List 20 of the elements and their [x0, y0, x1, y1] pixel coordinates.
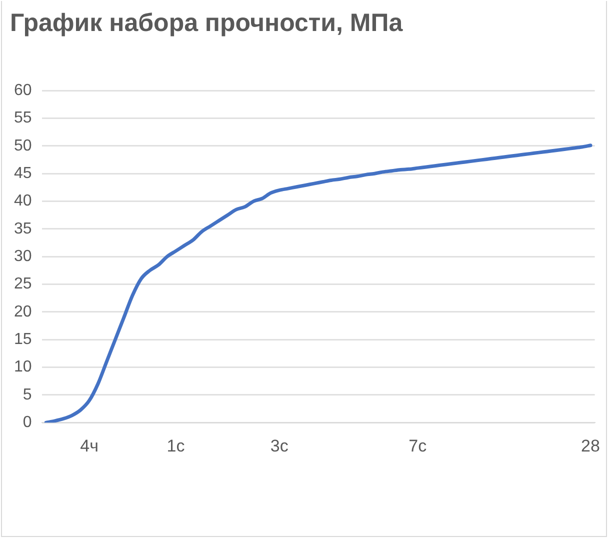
y-tick-label: 10 [14, 358, 32, 376]
x-tick-label: 1с [166, 436, 186, 456]
y-tick-label: 20 [14, 303, 32, 320]
y-tick-label: 40 [14, 192, 32, 210]
y-tick-label: 35 [14, 220, 32, 238]
x-tick-label: 7с [408, 436, 428, 456]
y-tick-label: 30 [14, 248, 32, 266]
y-tick-label: 60 [14, 82, 32, 100]
y-tick-label: 25 [14, 276, 32, 293]
y-tick-label: 55 [14, 110, 32, 127]
x-tick-label: 3с [270, 436, 289, 456]
x-tick-label: 28 [581, 436, 600, 456]
y-tick-label: 5 [22, 386, 32, 404]
y-tick-label: 50 [14, 137, 32, 154]
y-tick-label: 0 [22, 414, 32, 432]
line-series [44, 144, 592, 423]
x-tick-label: 4ч [80, 436, 98, 456]
y-tick-label: 15 [14, 331, 32, 348]
chart-title: График набора прочности, МПа [10, 9, 403, 38]
y-tick-label: 45 [14, 165, 32, 182]
